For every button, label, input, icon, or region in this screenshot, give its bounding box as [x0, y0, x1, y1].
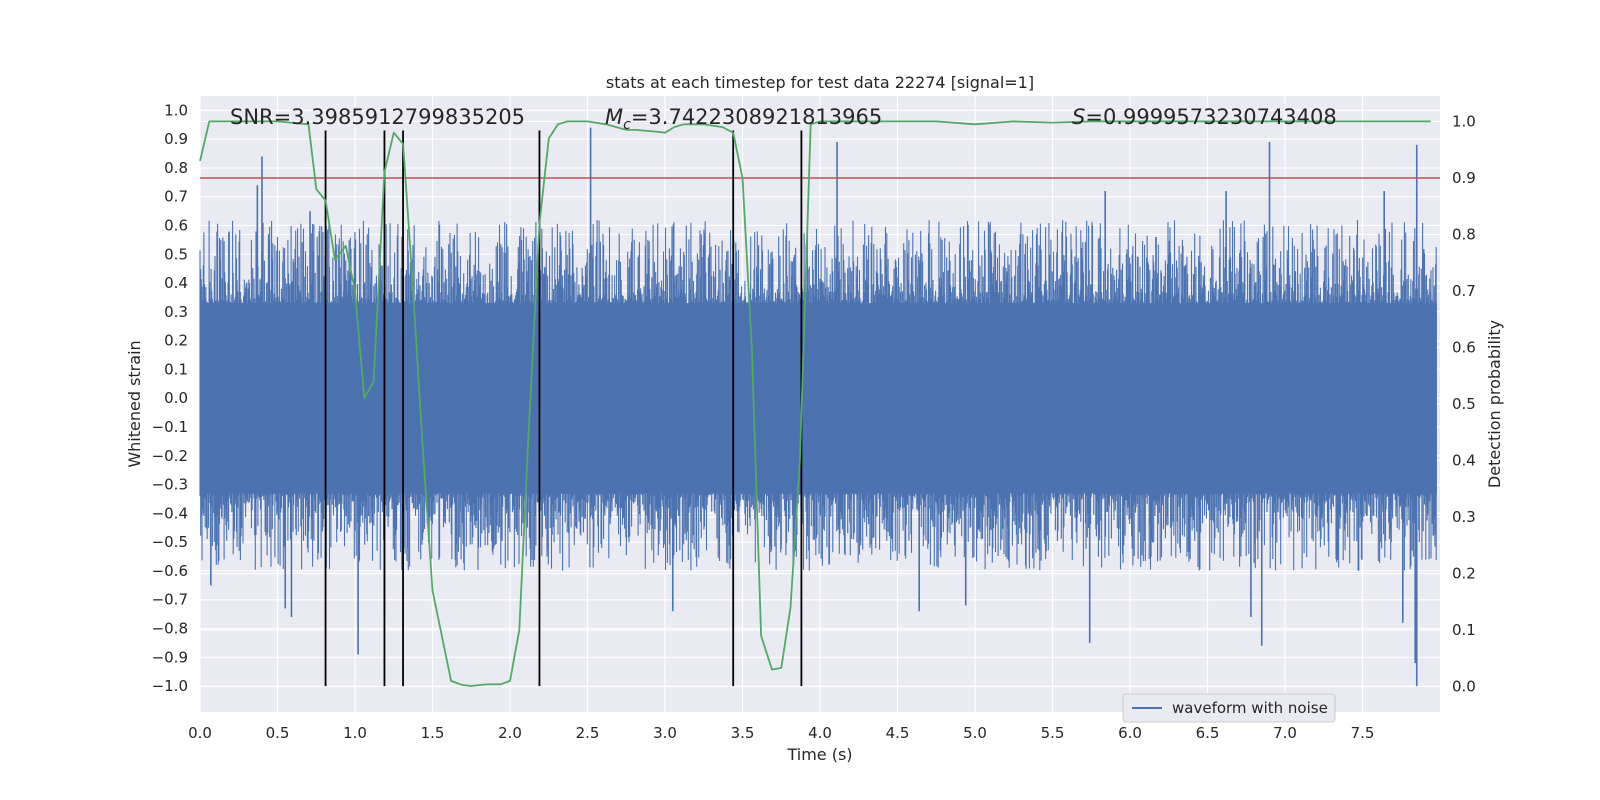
snr-annotation: SNR=3.3985912799835205 — [230, 105, 525, 129]
y2-tick-labels: 1.0 0.9 0.8 0.7 0.6 0.5 0.4 0.3 0.2 0.1 0.0 — [1452, 112, 1476, 695]
x-tick-label: 0.5 — [266, 724, 290, 742]
y-tick-label: 0.8 — [164, 159, 188, 177]
y-tick-label: −0.1 — [152, 418, 188, 436]
x-tick-label: 2.5 — [576, 724, 600, 742]
x-tick-label: 5.0 — [963, 724, 987, 742]
x-tick-label: 7.0 — [1273, 724, 1297, 742]
waveform-core-band — [200, 303, 1437, 494]
y-tick-label: 0.2 — [164, 332, 188, 350]
x-tick-labels: 0.0 0.5 1.0 1.5 2.0 2.5 3.0 3.5 4.0 4.5 5.0 5.5 6.0 6… — [188, 724, 1374, 742]
y-tick-label: −0.2 — [152, 447, 188, 465]
y2-tick-label: 0.4 — [1452, 452, 1476, 470]
y-tick-label: −0.9 — [152, 648, 188, 666]
x-tick-label: 0.0 — [188, 724, 212, 742]
x-tick-label: 1.0 — [343, 724, 367, 742]
y2-tick-label: 0.7 — [1452, 282, 1476, 300]
y-tick-label: 0.5 — [164, 245, 188, 263]
y-tick-label: −0.3 — [152, 476, 188, 494]
y-tick-label: −0.7 — [152, 591, 188, 609]
x-tick-label: 1.5 — [421, 724, 445, 742]
mc-symbol: M — [605, 105, 623, 129]
waveform-series — [199, 127, 1437, 687]
y-tick-label: 0.4 — [164, 274, 188, 292]
y2-tick-label: 0.6 — [1452, 338, 1476, 356]
probability-line — [199, 120, 1431, 687]
x-tick-label: 3.0 — [653, 724, 677, 742]
x-tick-label: 4.0 — [808, 724, 832, 742]
s-value: =0.9999573230743408 — [1085, 105, 1336, 129]
x-tick-label: 4.5 — [886, 724, 910, 742]
legend-label: waveform with noise — [1172, 699, 1328, 717]
s-symbol: S — [1072, 105, 1085, 129]
mc-subscript: c — [623, 117, 631, 133]
mc-annotation: Mc=3.7422308921813965 — [605, 105, 882, 133]
x-tick-label: 7.5 — [1351, 724, 1375, 742]
y-tick-label: −0.5 — [152, 533, 188, 551]
y2-tick-label: 1.0 — [1452, 112, 1476, 130]
y-tick-label: 0.1 — [164, 360, 188, 378]
y-tick-label: 0.9 — [164, 130, 188, 148]
y2-tick-label: 0.0 — [1452, 678, 1476, 696]
y2-tick-label: 0.3 — [1452, 508, 1476, 526]
y-tick-label: 0.3 — [164, 303, 188, 321]
y-tick-label: −0.8 — [152, 620, 188, 638]
mc-value: =3.7422308921813965 — [631, 105, 882, 129]
y-tick-label: −0.6 — [152, 562, 188, 580]
y2-axis-label: Detection probability — [1485, 320, 1504, 488]
y-tick-label: 1.0 — [164, 101, 188, 119]
y-tick-label: −1.0 — [152, 677, 188, 695]
legend: waveform with noise — [1122, 693, 1336, 723]
y2-tick-label: 0.1 — [1452, 621, 1476, 639]
y-tick-label: −0.4 — [152, 504, 188, 522]
legend-box — [1122, 693, 1336, 723]
y-tick-label: 0.0 — [164, 389, 188, 407]
y-tick-label: 0.6 — [164, 217, 188, 235]
y2-tick-label: 0.5 — [1452, 395, 1476, 413]
y2-tick-label: 0.2 — [1452, 565, 1476, 583]
x-tick-label: 2.0 — [498, 724, 522, 742]
chart-title: stats at each timestep for test data 222… — [606, 73, 1034, 92]
y-tick-label: 0.7 — [164, 188, 188, 206]
y-axis-label: Whitened strain — [125, 340, 144, 467]
y-tick-labels: 1.0 0.9 0.8 0.7 0.6 0.5 0.4 0.3 0.2 0.1 0.0 −0.1 −0.… — [152, 101, 188, 695]
x-tick-label: 6.0 — [1118, 724, 1142, 742]
x-tick-label: 5.5 — [1041, 724, 1065, 742]
x-tick-label: 6.5 — [1196, 724, 1220, 742]
y2-tick-label: 0.8 — [1452, 225, 1476, 243]
s-annotation: S=0.9999573230743408 — [1072, 105, 1337, 129]
probability-series — [199, 120, 1431, 687]
y2-tick-label: 0.9 — [1452, 169, 1476, 187]
x-tick-label: 3.5 — [731, 724, 755, 742]
x-axis-label: Time (s) — [786, 745, 852, 764]
